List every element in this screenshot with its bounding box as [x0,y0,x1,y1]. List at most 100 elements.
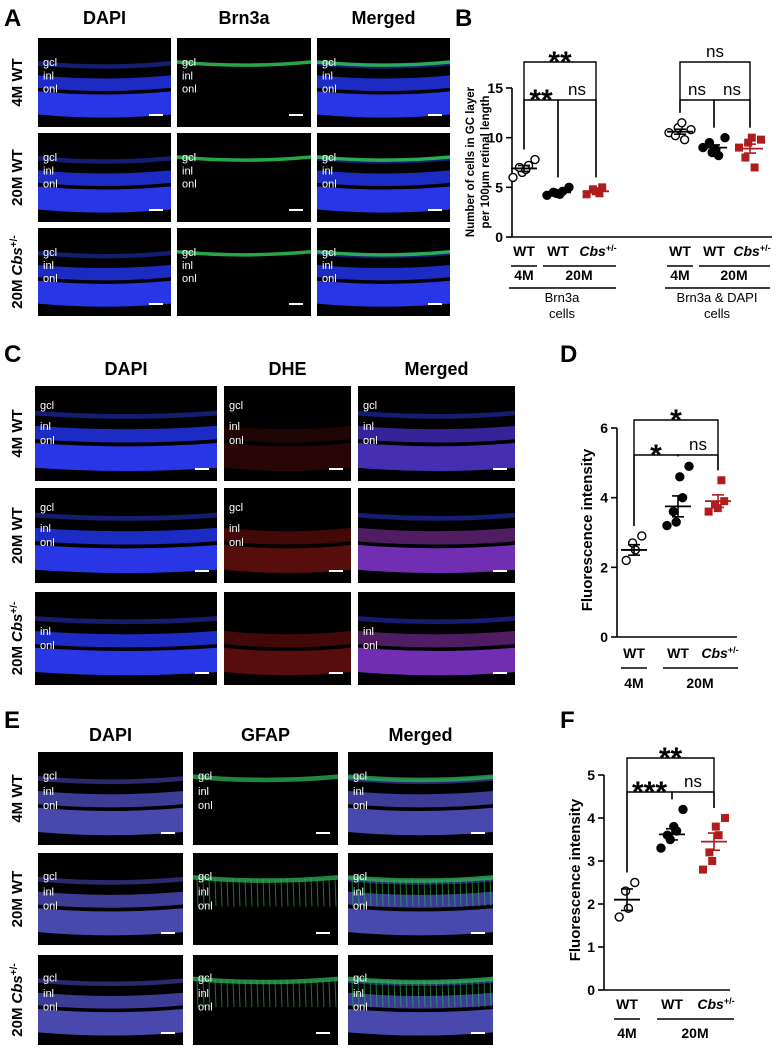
layer-label: onl [40,640,55,652]
micrograph [317,133,450,222]
y-tick-label: 4 [587,810,595,826]
x-tick-label-sup: +/- [724,996,735,1006]
inl-band [348,791,493,808]
gfap-fiber [202,980,205,1008]
row-label-text: 20M WT [9,149,26,206]
gfap-fiber [334,980,337,1008]
gfap-fiber [381,980,384,1008]
x-tick-label: WT [703,243,725,259]
gcl-band [38,250,171,259]
row-label-text: 20M WT [9,871,26,928]
data-point [598,183,607,192]
gfap-fiber [280,878,283,907]
micrograph [193,853,338,945]
dhe-band [358,631,515,648]
gfap-fiber [196,878,199,907]
layer-label: gcl [353,871,367,883]
gfap-fiber [310,980,313,1008]
layer-label: inl [40,523,51,535]
layer-label: inl [182,70,193,82]
gfap-fiber [292,878,295,907]
y-tick-label: 1 [587,939,595,955]
data-point [714,831,723,840]
layer-label: inl [198,887,209,899]
micrograph [177,133,311,222]
cell-type-label: cells [549,306,576,321]
micrograph-background [177,133,311,222]
layer-label: onl [363,435,378,447]
micrograph [35,592,217,685]
layer-label: inl [363,626,374,638]
gfap-fiber [375,980,378,1008]
significance-bracket [677,454,719,471]
data-point [630,877,640,888]
data-point [677,118,687,128]
gfap-fiber [286,878,289,907]
data-point [521,164,531,175]
layer-label: onl [229,435,244,447]
layer-label: gcl [322,57,336,69]
gcl-band [358,410,515,419]
rgc-band [317,250,450,257]
panel-letter: F [560,707,575,734]
gfap-fiber [417,980,420,1008]
gfap-fiber [322,878,325,907]
row-label: 20M Cbs+/- [9,963,27,1036]
micrograph-background [224,386,351,481]
layer-label: inl [229,421,240,433]
data-point [614,912,624,922]
gfap-fiber [250,980,253,1008]
layer-label: onl [43,900,58,912]
data-point [717,476,726,485]
gfap-fiber [262,980,265,1008]
gfap-fiber [369,980,372,1008]
row-label-text: 20M [9,280,26,309]
gcl-band [38,776,183,785]
data-point [656,843,666,853]
data-point [711,500,719,509]
age-label: 4M [670,267,689,283]
y-tick-label: 6 [600,420,608,436]
layer-label: inl [353,887,364,899]
gfap-fiber [435,878,438,907]
age-label: 20M [720,267,747,283]
y-tick-label: 3 [587,853,595,869]
x-tick-label: Cbs+/- [579,243,616,259]
y-tick-label: 4 [600,490,608,506]
gfap-fiber [471,878,474,907]
row-label: 4M WT [9,409,26,457]
gfap-fiber [477,980,480,1008]
row-label-text: 4M WT [9,58,26,106]
row-label-text: 20M WT [9,507,26,564]
data-point [708,857,717,865]
gfap-fiber [268,878,271,907]
micrograph [224,386,351,481]
dhe-band [224,443,351,472]
gfap-fiber [375,878,378,907]
micrograph [38,228,171,316]
micrograph [358,592,515,685]
gfap-fiber [316,980,319,1008]
y-tick-label: 2 [600,559,608,575]
micrograph [193,752,338,845]
gfap-fiber [411,980,414,1008]
layer-label: gcl [198,871,212,883]
gfap-fiber [459,878,462,907]
micrograph-background [193,752,338,845]
micrograph [38,133,171,222]
gfap-band [193,774,338,783]
layer-label: gcl [322,247,336,259]
gfap-fiber [244,878,247,907]
micrograph [317,228,450,316]
layer-label: gcl [43,871,57,883]
micrograph [348,853,493,945]
gfap-fiber [214,878,217,907]
layer-label: inl [43,70,54,82]
inl-band [35,527,217,545]
x-tick-label: WT [669,243,691,259]
micrograph-background [177,228,311,316]
y-tick-label: 5 [495,179,503,195]
inl-band [358,425,515,443]
row-label-sup: +/- [9,963,20,975]
